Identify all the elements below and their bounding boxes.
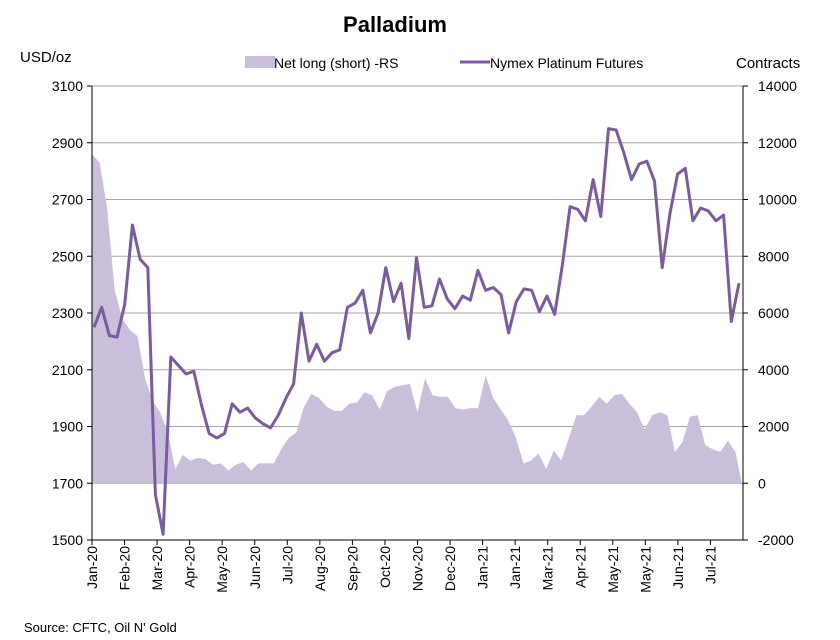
x-tick-label: May-21 <box>637 546 653 593</box>
x-tick-label: Jun-21 <box>670 546 686 589</box>
left-tick-label: 2500 <box>52 248 83 264</box>
right-tick-label: -2000 <box>758 532 794 548</box>
chart-title: Palladium <box>343 12 447 37</box>
legend-label-line: Nymex Platinum Futures <box>490 55 643 71</box>
x-tick-label: Mar-21 <box>540 546 556 591</box>
x-tick-label: Apr-21 <box>572 546 588 588</box>
x-tick-label: Mar-20 <box>149 546 165 591</box>
left-axis-ticks: 1500 1700 1900 2100 2300 2500 2700 2900 3100 <box>52 78 92 548</box>
x-tick-label: Oct-20 <box>377 546 393 588</box>
x-tick-label: Jun-20 <box>247 546 263 589</box>
x-tick-label: Aug-20 <box>312 546 328 591</box>
x-tick-label: Sep-20 <box>344 546 360 591</box>
right-tick-label: 12000 <box>758 135 797 151</box>
x-tick-label: Apr-20 <box>182 546 198 588</box>
right-tick-label: 8000 <box>758 248 789 264</box>
right-tick-label: 14000 <box>758 78 797 94</box>
right-tick-label: 6000 <box>758 305 789 321</box>
x-tick-label: Jul-21 <box>702 546 718 584</box>
left-tick-label: 2900 <box>52 135 83 151</box>
x-tick-label: May-21 <box>605 546 621 593</box>
x-tick-label: Feb-20 <box>117 546 133 591</box>
right-axis-ticks: -2000 0 2000 4000 6000 8000 10000 12000 14000 <box>743 78 797 548</box>
net-long-area <box>92 154 743 489</box>
left-tick-label: 2300 <box>52 305 83 321</box>
platinum-line-layer <box>92 127 741 536</box>
right-tick-label: 2000 <box>758 419 789 435</box>
x-axis-ticks: Jan-20 Feb-20 Mar-20 Apr-20 May-20 Jun-20 Jul-… <box>84 540 718 593</box>
source-note: Source: CFTC, Oil N' Gold <box>24 620 177 635</box>
x-tick-label: Jan-20 <box>84 546 100 589</box>
legend-label-area: Net long (short) -RS <box>274 55 398 71</box>
net-long-area-layer <box>92 154 743 489</box>
left-tick-label: 1700 <box>52 475 83 491</box>
left-tick-label: 1500 <box>52 532 83 548</box>
platinum-futures-line <box>92 127 741 536</box>
legend-swatch-area <box>245 56 275 68</box>
right-tick-label: 10000 <box>758 192 797 208</box>
x-tick-label: Jul-20 <box>279 546 295 584</box>
x-tick-label: Dec-20 <box>442 546 458 591</box>
x-tick-label: Jan-21 <box>475 546 491 589</box>
left-tick-label: 1900 <box>52 419 83 435</box>
left-tick-label: 2100 <box>52 362 83 378</box>
left-tick-label: 3100 <box>52 78 83 94</box>
x-tick-label: Jan-21 <box>507 546 523 589</box>
left-axis-unit: USD/oz <box>20 49 72 66</box>
x-tick-label: Nov-20 <box>410 546 426 591</box>
right-tick-label: 4000 <box>758 362 789 378</box>
legend: Net long (short) -RS Nymex Platinum Futu… <box>245 55 643 71</box>
x-tick-label: May-20 <box>214 546 230 593</box>
left-tick-label: 2700 <box>52 192 83 208</box>
right-tick-label: 0 <box>758 475 766 491</box>
right-axis-unit: Contracts <box>736 55 800 72</box>
